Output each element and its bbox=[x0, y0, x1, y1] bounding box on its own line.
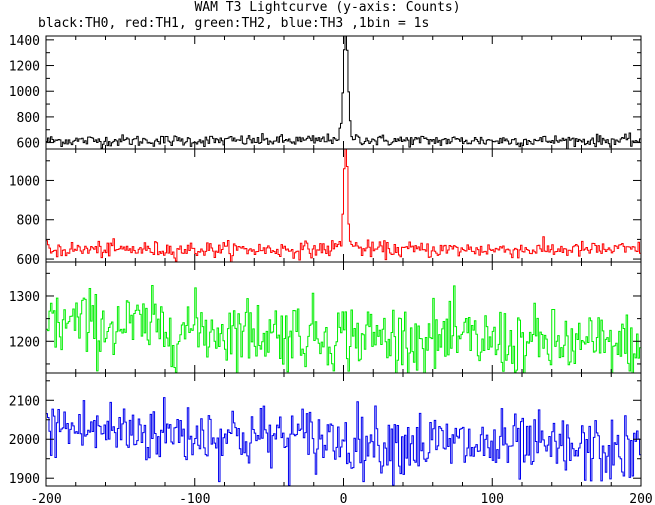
x-tick-label: 100 bbox=[481, 492, 504, 505]
series-th0-line bbox=[46, 35, 642, 150]
panel-th2: 1200 1300 bbox=[9, 261, 642, 374]
y-tick-label: 2100 bbox=[9, 394, 40, 409]
y-tick-label: 600 bbox=[17, 137, 40, 152]
x-tick-label: 200 bbox=[629, 492, 652, 505]
series-th3-line bbox=[46, 397, 642, 487]
y-tick-label: 1000 bbox=[9, 85, 40, 100]
series-th1-line bbox=[46, 148, 642, 263]
y-tick-label: 1200 bbox=[9, 60, 40, 75]
y-tick-label: 1300 bbox=[9, 290, 40, 305]
y-tick-label: 800 bbox=[17, 214, 40, 229]
y-tick-label: 1000 bbox=[9, 174, 40, 189]
panel-th0: 600 800 1000 1200 1400 bbox=[9, 34, 642, 152]
y-tick-label: 1400 bbox=[9, 34, 40, 49]
chart-subtitle: black:TH0, red:TH1, green:TH2, blue:TH3 … bbox=[38, 16, 430, 31]
panel-th3: 1900 2000 2100 bbox=[9, 372, 642, 487]
y-tick-label: 1900 bbox=[9, 472, 40, 487]
panel-frame bbox=[45, 372, 642, 487]
y-tick-label: 1200 bbox=[9, 335, 40, 350]
x-tick-label: -100 bbox=[179, 492, 210, 505]
x-tick-label: -200 bbox=[30, 492, 61, 505]
x-tick-label: 0 bbox=[340, 492, 348, 505]
chart-title: WAM T3 Lightcurve (y-axis: Counts) bbox=[194, 0, 461, 15]
panel-th1: 600 800 1000 bbox=[9, 148, 642, 268]
y-tick-label: 2000 bbox=[9, 433, 40, 448]
y-tick-label: 800 bbox=[17, 111, 40, 126]
series-th2-line bbox=[46, 284, 642, 374]
y-tick-label: 600 bbox=[17, 253, 40, 268]
